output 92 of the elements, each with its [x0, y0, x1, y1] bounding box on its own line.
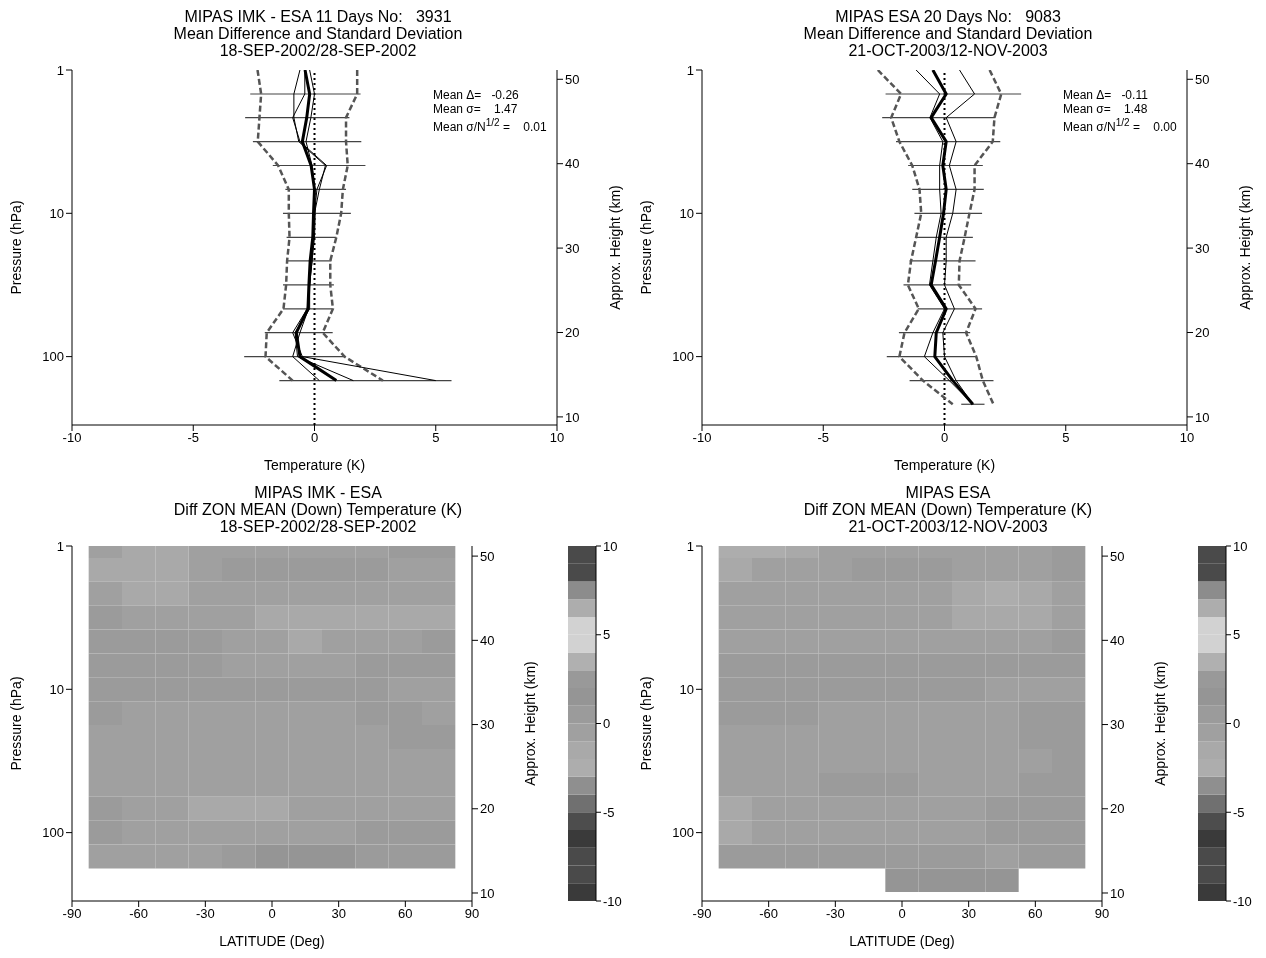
x-tick-label: -5 — [187, 430, 200, 446]
x-tick-label: 30 — [331, 906, 346, 922]
y2-tick-label: 30 — [1110, 717, 1125, 733]
color-bar-label: 5 — [603, 627, 611, 643]
chart-title: MIPAS ESA — [904, 484, 992, 501]
chart-title: MIPAS IMK - ESA 11 Days No: 3931 — [183, 8, 453, 25]
x-tick-label: -60 — [759, 906, 779, 922]
y2-tick-label: 10 — [1110, 885, 1125, 901]
x-tick-label: 0 — [940, 430, 949, 446]
color-bar-label: -5 — [1233, 804, 1245, 820]
x-tick-label: -10 — [692, 430, 712, 446]
y-tick-label: 100 — [672, 825, 694, 841]
x-tick-label: 10 — [1179, 430, 1195, 446]
color-bar-label: 0 — [603, 716, 611, 732]
y2-tick-label: 10 — [565, 409, 580, 425]
y2-tick-label: 40 — [480, 632, 495, 648]
y2-axis-title: Approx. Height (km) — [521, 661, 538, 786]
y-tick-label: 1 — [56, 62, 64, 78]
x-axis-title: LATITUDE (Deg) — [849, 933, 955, 949]
color-bar-label: -10 — [1233, 893, 1252, 909]
x-tick-label: -30 — [195, 906, 215, 922]
y2-tick-label: 10 — [480, 885, 495, 901]
y-tick-label: 10 — [679, 681, 694, 697]
y2-tick-label: 30 — [480, 717, 495, 733]
y2-tick-label: 50 — [1110, 548, 1125, 564]
y2-tick-label: 10 — [1195, 409, 1210, 425]
chart-subtitle: Mean Difference and Standard Deviation 21-OCT-2003/12-NOV-2003 — [802, 25, 1094, 59]
y2-tick-label: 50 — [480, 548, 495, 564]
y2-axis-title: Approx. Height (km) — [606, 185, 623, 310]
x-tick-label: 30 — [961, 906, 976, 922]
y-tick-label: 100 — [42, 825, 64, 841]
x-tick-label: 90 — [464, 906, 480, 922]
chart-subtitle: Diff ZON MEAN (Down) Temperature (K) 18-SEP-2002/28-SEP-2002 — [172, 501, 464, 535]
x-tick-label: 0 — [898, 906, 906, 922]
y2-tick-label: 40 — [565, 156, 580, 172]
y2-tick-label: 20 — [1110, 801, 1125, 817]
annotation: Mean σ/N$^{1/2}$ = 0.01 — [433, 116, 547, 134]
x-tick-label: 90 — [1094, 906, 1110, 922]
x-tick-label: 10 — [549, 430, 565, 446]
y-axis-title: Pressure (hPa) — [637, 676, 654, 771]
annotation: Mean Δ= -0.11 — [1063, 88, 1149, 102]
y2-tick-label: 30 — [1195, 240, 1210, 256]
color-bar-label: 10 — [1233, 538, 1248, 554]
chart-title: MIPAS IMK - ESA — [253, 484, 383, 501]
color-bar-label: 10 — [603, 538, 618, 554]
x-axis-title: Temperature (K) — [263, 457, 366, 473]
y-axis-title: Pressure (hPa) — [637, 200, 654, 295]
y2-tick-label: 30 — [565, 240, 580, 256]
y-tick-label: 100 — [42, 349, 64, 365]
y-tick-label: 1 — [686, 62, 694, 78]
annotation: Mean σ= 1.48 — [1063, 102, 1149, 116]
annotation: Mean σ/N$^{1/2}$ = 0.00 — [1063, 116, 1177, 134]
color-bar-label: -10 — [603, 893, 622, 909]
y-axis-title: Pressure (hPa) — [7, 200, 24, 295]
y-tick-label: 1 — [56, 538, 64, 554]
x-tick-label: 60 — [1028, 906, 1043, 922]
x-tick-label: 5 — [1062, 430, 1070, 446]
x-tick-label: -10 — [62, 430, 82, 446]
color-bar-label: -5 — [603, 804, 615, 820]
y2-tick-label: 40 — [1110, 632, 1125, 648]
x-tick-label: -90 — [62, 906, 82, 922]
y2-tick-label: 20 — [480, 801, 495, 817]
x-tick-label: 60 — [398, 906, 413, 922]
x-axis-title: LATITUDE (Deg) — [219, 933, 325, 949]
y-axis-title: Pressure (hPa) — [7, 676, 24, 771]
x-tick-label: -90 — [692, 906, 712, 922]
y-tick-label: 10 — [679, 205, 694, 221]
x-tick-label: -5 — [817, 430, 830, 446]
x-axis-title: Temperature (K) — [893, 457, 996, 473]
annotation: Mean Δ= -0.26 — [433, 88, 520, 102]
x-tick-label: 0 — [310, 430, 319, 446]
x-tick-label: -30 — [825, 906, 845, 922]
y2-axis-title: Approx. Height (km) — [1151, 661, 1168, 786]
x-tick-label: 5 — [432, 430, 440, 446]
y-tick-label: 10 — [49, 205, 64, 221]
chart-subtitle: Mean Difference and Standard Deviation 18-SEP-2002/28-SEP-2002 — [172, 25, 464, 59]
y2-tick-label: 40 — [1195, 156, 1210, 172]
color-bar-label: 0 — [1233, 716, 1241, 732]
x-tick-label: -60 — [129, 906, 149, 922]
x-tick-label: 0 — [268, 906, 276, 922]
y2-tick-label: 50 — [565, 71, 580, 87]
y2-tick-label: 50 — [1195, 71, 1210, 87]
y-tick-label: 10 — [49, 681, 64, 697]
y-tick-label: 1 — [686, 538, 694, 554]
y-tick-label: 100 — [672, 349, 694, 365]
chart-subtitle: Diff ZON MEAN (Down) Temperature (K) 21-OCT-2003/12-NOV-2003 — [802, 501, 1094, 535]
annotation: Mean σ= 1.47 — [433, 102, 519, 116]
y2-tick-label: 20 — [565, 325, 580, 341]
color-bar-label: 5 — [1233, 627, 1241, 643]
chart-title: MIPAS ESA 20 Days No: 9083 — [834, 8, 1062, 25]
y2-axis-title: Approx. Height (km) — [1236, 185, 1253, 310]
y2-tick-label: 20 — [1195, 325, 1210, 341]
